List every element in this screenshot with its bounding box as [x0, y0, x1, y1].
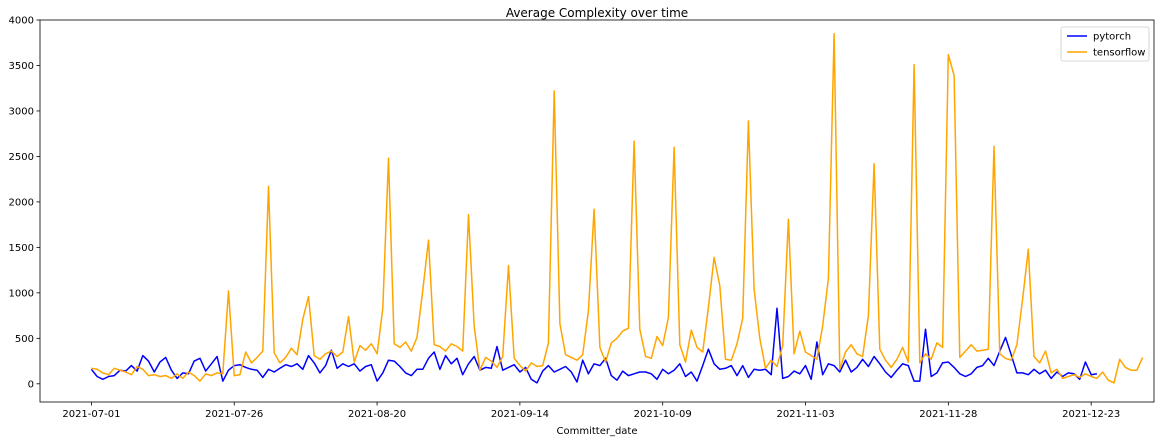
y-tick-label: 0 — [28, 379, 34, 390]
x-tick-label: 2021-12-23 — [1062, 409, 1120, 420]
x-tick-label: 2021-08-20 — [348, 409, 406, 420]
series-line-pytorch — [90, 307, 1098, 384]
legend-label-pytorch: pytorch — [1093, 32, 1131, 43]
series-layer — [90, 32, 1144, 384]
legend: pytorch tensorflow — [1060, 26, 1150, 62]
chart-title: Average Complexity over time — [506, 6, 688, 20]
y-tick-label: 3500 — [9, 61, 34, 72]
legend-label-tensorflow: tensorflow — [1093, 48, 1145, 59]
y-tick-label: 1500 — [9, 243, 34, 254]
y-tick-label: 500 — [15, 334, 34, 345]
x-tick-label: 2021-09-14 — [491, 409, 549, 420]
x-tick-label: 2021-11-03 — [776, 409, 834, 420]
x-tick-label: 2021-07-26 — [205, 409, 263, 420]
y-tick-label: 4000 — [9, 16, 34, 27]
x-tick-label: 2021-10-09 — [634, 409, 692, 420]
plot-area-frame — [39, 19, 1155, 403]
y-tick-label: 2500 — [9, 152, 34, 163]
x-axis-label: Committer_date — [556, 426, 637, 437]
y-tick-label: 3000 — [9, 106, 34, 117]
y-tick-label: 2000 — [9, 197, 34, 208]
series-line-tensorflow — [91, 32, 1144, 384]
x-tick-label: 2021-11-28 — [919, 409, 977, 420]
y-tick-label: 1000 — [9, 288, 34, 299]
x-tick-label: 2021-07-01 — [62, 409, 120, 420]
x-axis-ticks: 2021-07-01 2021-07-26 2021-08-20 2021-09-14… — [62, 402, 1120, 420]
y-axis-ticks: 0 500 1000 1500 2000 2500 3000 3500 4000 — [9, 16, 40, 390]
